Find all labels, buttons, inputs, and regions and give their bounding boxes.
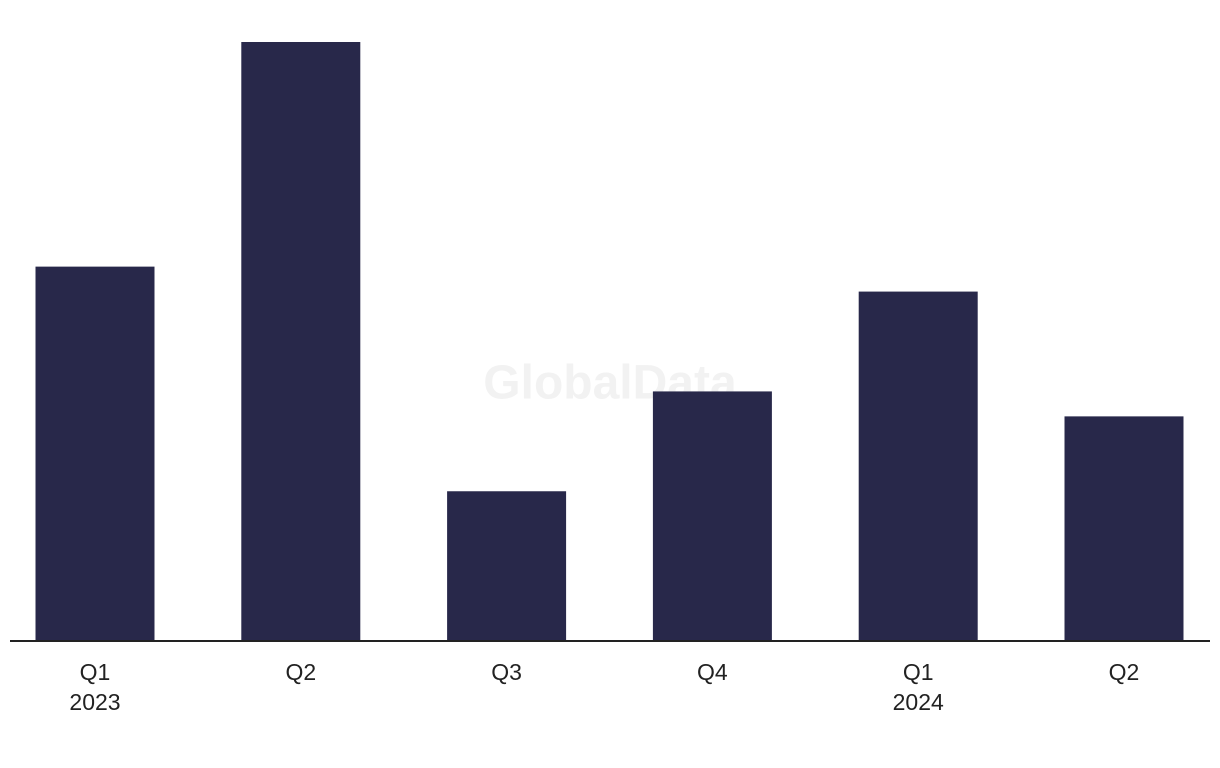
bar [1064, 416, 1184, 641]
x-tick-label: Q2 [1109, 659, 1140, 685]
bar [35, 266, 155, 641]
bar [447, 491, 567, 641]
x-tick-label: Q1 [903, 659, 934, 685]
year-label: 2023 [69, 689, 120, 715]
year-label: 2024 [893, 689, 944, 715]
x-tick-label: Q2 [285, 659, 316, 685]
bar [241, 42, 361, 641]
bar [858, 291, 978, 641]
x-tick-label: Q3 [491, 659, 522, 685]
x-tick-label: Q4 [697, 659, 728, 685]
x-tick-label: Q1 [80, 659, 111, 685]
bar [652, 391, 772, 641]
